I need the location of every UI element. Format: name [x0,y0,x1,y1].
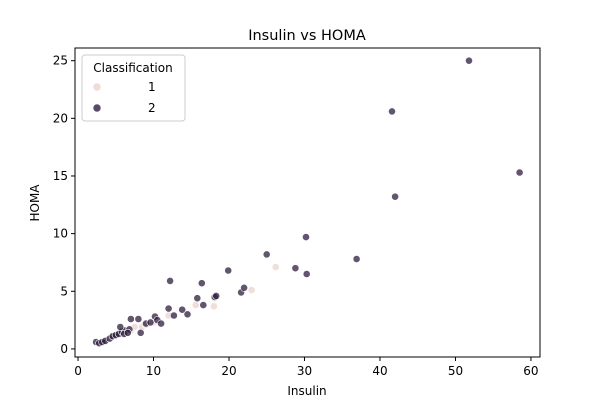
legend-box [81,54,186,122]
data-point-class-2-39 [352,255,361,263]
data-point-class-1-16 [209,302,218,311]
data-point-class-2-42 [465,56,473,65]
y-tick-label: 15 [53,169,68,183]
data-point-class-2-35 [262,250,271,259]
data-point-class-1-15 [191,301,200,309]
data-point-class-2-14 [126,315,135,323]
data-points [92,56,524,348]
legend-marker-1 [92,82,102,92]
legend-title: Classification [93,61,172,75]
data-point-class-1-19 [271,263,280,271]
data-point-class-2-25 [178,305,187,314]
data-point-class-1-18 [247,286,256,294]
data-point-class-2-43 [515,168,524,177]
x-tick-label: 60 [523,364,538,378]
plot-frame [74,47,541,358]
data-point-class-2-31 [212,291,221,300]
data-point-class-2-36 [291,264,300,273]
data-point-class-2-23 [166,276,174,285]
legend-entry-label: 1 [148,80,156,94]
data-point-class-2-32 [224,266,233,275]
chart-title: Insulin vs HOMA [248,28,366,44]
data-point-class-2-40 [388,107,396,116]
data-point-class-2-29 [199,301,208,309]
data-point-class-2-18 [146,318,155,327]
x-tick-label: 40 [372,364,387,378]
y-tick-label: 20 [53,111,68,125]
data-point-class-2-28 [197,279,206,288]
x-tick-label: 30 [297,364,312,378]
data-point-class-2-26 [183,310,192,319]
legend: Classification 1 2 [81,54,186,122]
legend-entry-label: 2 [148,101,156,115]
x-tick-label: 10 [146,364,161,378]
data-point-class-2-37 [302,233,310,241]
x-tick-label: 20 [221,364,236,378]
data-point-class-2-34 [240,283,248,292]
y-axis-ticks: 0 5 10 15 20 25 [53,54,75,356]
data-point-class-2-16 [136,328,145,337]
data-point-class-2-11 [116,323,125,331]
x-axis-ticks: 0 10 20 30 40 50 60 [74,357,539,378]
x-tick-label: 50 [448,364,463,378]
data-point-class-2-15 [134,315,143,323]
y-tick-label: 25 [53,54,68,68]
legend-marker-2 [92,103,102,113]
data-point-class-2-27 [193,294,202,303]
data-point-class-2-41 [391,192,399,201]
y-tick-label: 10 [53,227,68,241]
data-point-class-2-13 [123,328,132,337]
y-tick-label: 5 [60,284,68,298]
data-point-class-2-21 [157,319,165,328]
data-point-class-2-22 [164,304,173,313]
x-axis-label: Insulin [287,384,326,398]
data-point-class-2-24 [169,311,178,320]
x-tick-label: 0 [74,364,82,378]
data-point-class-2-38 [302,270,311,278]
y-axis-label: HOMA [28,184,42,222]
y-tick-label: 0 [60,342,68,356]
